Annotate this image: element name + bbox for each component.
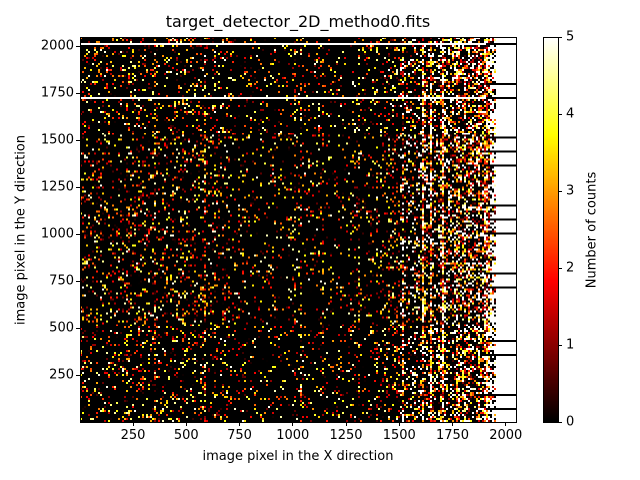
colorbar-tick-mark [558, 190, 562, 192]
y-tick-label: 250 [49, 367, 74, 383]
y-tick-label: 1750 [40, 85, 74, 101]
y-tick-label: 750 [49, 273, 74, 289]
colorbar-tick-mark [558, 113, 562, 115]
x-tick-label: 750 [227, 428, 252, 443]
y-tick-label: 1500 [40, 132, 74, 148]
x-tick-mark [345, 422, 347, 426]
x-tick-mark [132, 422, 134, 426]
colorbar-frame [543, 37, 559, 423]
y-tick-mark [76, 45, 80, 47]
x-tick-label: 1000 [276, 428, 310, 443]
y-tick-label: 500 [49, 320, 74, 336]
x-tick-label: 1500 [382, 428, 416, 443]
y-tick-label: 1250 [40, 179, 74, 195]
colorbar [543, 37, 558, 422]
y-tick-mark [76, 280, 80, 282]
colorbar-tick-mark [558, 267, 562, 269]
y-tick-mark [76, 92, 80, 94]
chart-title: target_detector_2D_method0.fits [165, 12, 431, 31]
y-tick-label: 1000 [40, 226, 74, 242]
y-tick-label: 2000 [40, 38, 74, 54]
colorbar-tick-label: 0 [566, 414, 575, 430]
x-axis-label: image pixel in the X direction [202, 449, 394, 464]
colorbar-tick-mark [558, 344, 562, 346]
x-tick-mark [185, 422, 187, 426]
x-tick-mark [292, 422, 294, 426]
x-tick-mark [398, 422, 400, 426]
colorbar-tick-label: 1 [566, 337, 575, 353]
x-tick-mark [239, 422, 241, 426]
x-tick-label: 500 [173, 428, 199, 443]
y-tick-mark [76, 139, 80, 141]
y-tick-mark [76, 374, 80, 376]
colorbar-tick-label: 5 [566, 29, 575, 45]
y-tick-mark [76, 327, 80, 329]
colorbar-tick-label: 4 [566, 106, 575, 122]
x-tick-mark [452, 422, 454, 426]
x-tick-label: 250 [120, 428, 146, 443]
heatmap-image [80, 37, 516, 422]
colorbar-tick-mark [558, 421, 562, 423]
x-tick-label: 1750 [435, 428, 470, 443]
colorbar-tick-label: 3 [566, 183, 575, 199]
colorbar-label: Number of counts [584, 171, 600, 289]
y-axis-label: image pixel in the Y direction [13, 134, 29, 326]
x-tick-label: 1250 [329, 428, 363, 443]
x-tick-mark [505, 422, 507, 426]
y-tick-mark [76, 186, 80, 188]
colorbar-tick-mark [558, 36, 562, 38]
y-tick-mark [76, 233, 80, 235]
plot-frame [80, 37, 517, 423]
colorbar-tick-label: 2 [566, 260, 575, 276]
x-tick-label: 2000 [489, 428, 523, 443]
